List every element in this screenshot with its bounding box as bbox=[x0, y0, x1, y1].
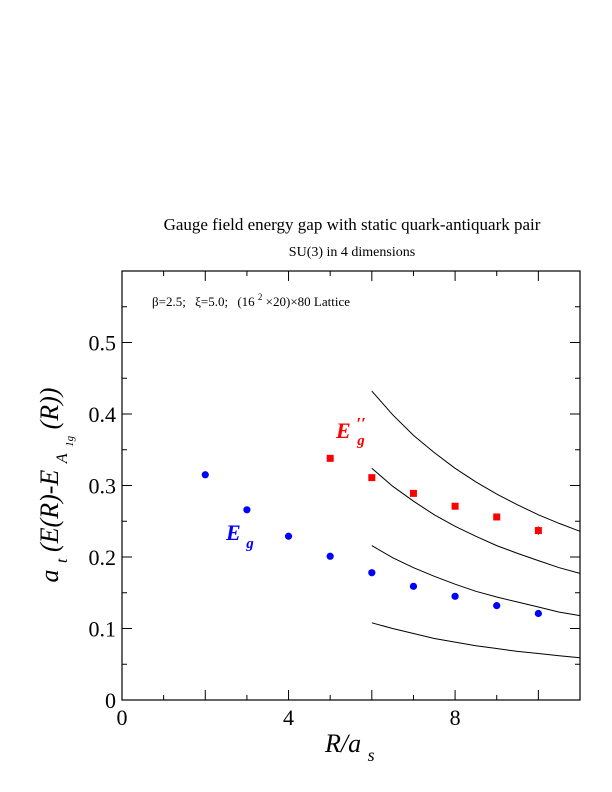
y-axis-label-pre: a bbox=[35, 569, 64, 582]
egpp-point bbox=[493, 513, 501, 521]
fit-curve-2 bbox=[371, 467, 581, 574]
y-tick-label: 0.2 bbox=[89, 545, 117, 570]
y-axis-label-sub-t: t bbox=[54, 558, 71, 563]
annotation-xi: ξ=5.0; bbox=[195, 294, 228, 309]
fit-curve-1 bbox=[371, 390, 581, 532]
egpp-point bbox=[534, 527, 542, 535]
series-label-eg-sub: g bbox=[245, 536, 254, 552]
fit-curve-4 bbox=[371, 622, 581, 659]
series-label-eg-main: E bbox=[225, 520, 241, 545]
y-axis-label-post: (R)) bbox=[35, 388, 64, 430]
y-tick-label: 0.1 bbox=[89, 617, 117, 642]
eg-point bbox=[326, 552, 334, 560]
y-axis-label-sub-a: A bbox=[54, 453, 71, 464]
annotation-beta: β=2.5; bbox=[152, 294, 186, 309]
x-axis-label: R/a s bbox=[324, 729, 375, 765]
x-axis-label-main: R/a bbox=[324, 729, 361, 758]
eg-point bbox=[368, 569, 376, 577]
eg-point bbox=[409, 582, 418, 590]
axis-tick-labels: 0 4 8 0 0.1 0.2 0.3 0.4 0.5 bbox=[89, 331, 461, 731]
y-tick-label: 0.4 bbox=[89, 402, 117, 427]
annotation-lattice-pre: (16 bbox=[237, 294, 255, 309]
series-label-egpp-prime: ′′ bbox=[356, 414, 366, 433]
plot-frame bbox=[121, 270, 581, 701]
y-tick-label: 0.5 bbox=[89, 331, 117, 356]
egpp-point bbox=[451, 502, 459, 510]
x-tick-label: 4 bbox=[283, 705, 294, 730]
chart-title: Gauge field energy gap with static quark… bbox=[164, 215, 541, 234]
eg-point bbox=[243, 506, 251, 514]
egpp-point bbox=[368, 474, 376, 482]
y-tick-label: 0 bbox=[105, 688, 116, 713]
data-points bbox=[201, 454, 542, 618]
x-axis-label-sub: s bbox=[368, 745, 375, 765]
egpp-point bbox=[409, 489, 417, 497]
y-axis-label: a t (E(R)-E A 1g (R)) bbox=[35, 388, 79, 583]
egpp-point bbox=[326, 454, 334, 462]
y-axis-label-mid: (E(R)-E bbox=[35, 470, 64, 552]
eg-point bbox=[451, 592, 459, 600]
annotation-lattice-post: ×20)×80 Lattice bbox=[266, 294, 351, 309]
chart-subtitle: SU(3) in 4 dimensions bbox=[289, 245, 415, 260]
annotation-lattice-sup: 2 bbox=[258, 292, 263, 302]
x-tick-label: 8 bbox=[450, 705, 461, 730]
eg-point bbox=[493, 602, 501, 610]
y-axis-label-sub-1g: 1g bbox=[64, 435, 76, 447]
series-label-egpp-main: E bbox=[335, 418, 351, 443]
eg-point bbox=[201, 471, 209, 479]
fit-curves bbox=[371, 390, 581, 659]
y-tick-label: 0.3 bbox=[89, 474, 117, 499]
series-label-eg: E g bbox=[225, 520, 254, 552]
x-tick-label: 0 bbox=[117, 705, 128, 730]
lattice-annotation: β=2.5; ξ=5.0; (16 2 ×20)×80 Lattice bbox=[152, 288, 350, 309]
eg-point bbox=[284, 532, 293, 540]
eg-point bbox=[534, 609, 542, 618]
series-label-egpp-sub: g bbox=[356, 433, 365, 449]
series-label-egpp: E ′′ g bbox=[335, 409, 371, 449]
fit-curve-3 bbox=[371, 545, 581, 617]
axis-ticks bbox=[121, 270, 581, 701]
